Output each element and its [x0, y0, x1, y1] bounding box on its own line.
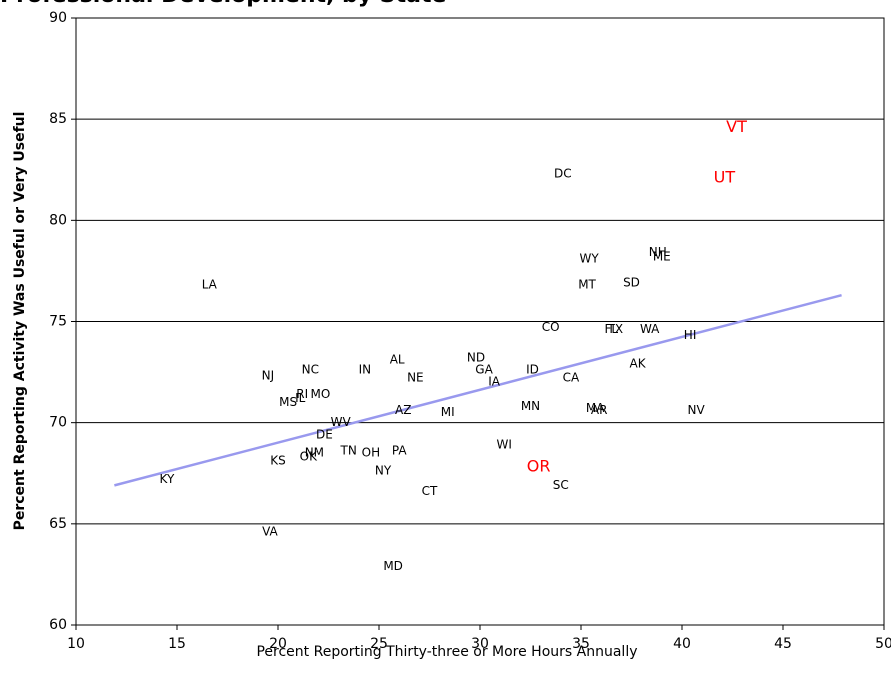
- state-point: RI: [296, 387, 308, 401]
- state-point: KY: [160, 472, 175, 486]
- state-point: DE: [316, 427, 333, 441]
- state-point: ID: [526, 363, 539, 377]
- x-tick-label: 25: [370, 636, 388, 652]
- state-point: NE: [407, 371, 424, 385]
- y-tick-label: 90: [49, 10, 67, 26]
- state-point: MS: [279, 395, 297, 409]
- state-point: CA: [563, 371, 580, 385]
- x-tick-label: 35: [572, 636, 590, 652]
- x-tick-label: 20: [269, 636, 287, 652]
- state-point: NY: [375, 464, 392, 478]
- state-point: OK: [300, 450, 318, 464]
- x-tick-label: 40: [673, 636, 691, 652]
- state-point: FL: [605, 322, 619, 336]
- state-point: ND: [467, 350, 485, 364]
- state-point: GA: [475, 363, 493, 377]
- state-point: AZ: [395, 403, 411, 417]
- state-point: AK: [630, 356, 647, 370]
- state-point: IA: [488, 375, 501, 389]
- state-point: MI: [441, 405, 455, 419]
- state-point: HI: [684, 328, 697, 342]
- x-tick-label: 15: [168, 636, 186, 652]
- x-tick-label: 30: [471, 636, 489, 652]
- state-point: MD: [383, 559, 403, 573]
- state-point: KS: [270, 454, 286, 468]
- state-point: DC: [554, 166, 572, 180]
- state-point: MN: [521, 399, 540, 413]
- state-point: AL: [390, 352, 405, 366]
- x-axis-label: Percent Reporting Thirty-three or More H…: [256, 644, 637, 660]
- state-point: ME: [653, 249, 671, 263]
- state-point: VT: [726, 117, 747, 136]
- x-tick-label: 10: [67, 636, 85, 652]
- state-point: MT: [578, 278, 596, 292]
- state-point: NC: [302, 363, 319, 377]
- state-point: MO: [311, 387, 331, 401]
- state-point: UT: [714, 167, 736, 186]
- plot-border: [75, 17, 885, 626]
- state-point: IN: [359, 363, 372, 377]
- state-point: SD: [623, 276, 640, 290]
- y-tick-label: 80: [49, 212, 67, 228]
- x-tick-label: 45: [774, 636, 792, 652]
- state-point: TX: [607, 322, 624, 336]
- x-tick-label: 50: [875, 636, 891, 652]
- state-point: WI: [497, 437, 512, 451]
- state-point: MA: [586, 401, 605, 415]
- state-point: NJ: [262, 369, 275, 383]
- state-point: LA: [202, 278, 218, 292]
- state-point: NV: [688, 403, 706, 417]
- state-point: NH: [649, 245, 667, 259]
- state-point: WY: [579, 251, 599, 265]
- y-tick-label: 75: [49, 314, 67, 330]
- state-point: NM: [305, 446, 324, 460]
- state-point: CT: [422, 484, 438, 498]
- state-point: WV: [331, 415, 352, 429]
- state-point: VA: [262, 524, 278, 538]
- y-axis-label: Percent Reporting Activity Was Useful or…: [12, 112, 28, 531]
- state-point: OR: [527, 457, 551, 476]
- y-tick-label: 85: [49, 111, 67, 127]
- state-point: WA: [640, 322, 660, 336]
- y-tick-label: 65: [49, 516, 67, 532]
- state-point: SC: [553, 478, 569, 492]
- state-point: PA: [392, 443, 407, 457]
- state-point: OH: [362, 446, 380, 460]
- y-tick-label: 70: [49, 415, 67, 431]
- state-point: TN: [340, 443, 357, 457]
- y-tick-label: 60: [49, 617, 67, 633]
- state-point: IL: [295, 391, 306, 405]
- state-point: AR: [591, 403, 608, 417]
- trendline: [114, 293, 842, 487]
- state-point: CO: [542, 320, 560, 334]
- chart-title: Professional Development, by State: [0, 0, 446, 8]
